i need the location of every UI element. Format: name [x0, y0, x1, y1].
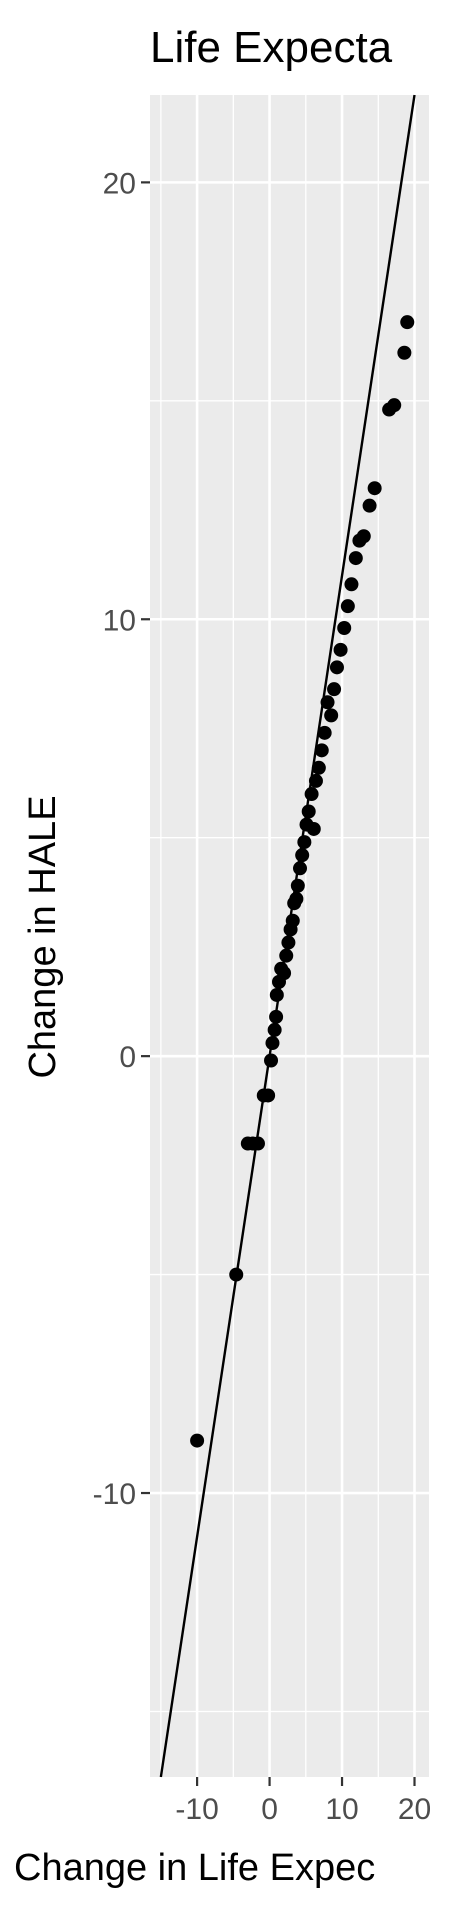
data-point	[306, 821, 321, 836]
y-tick-label: 10	[103, 604, 136, 637]
grid-major	[150, 95, 429, 1777]
x-tick-label: -10	[175, 1793, 218, 1826]
data-point	[301, 804, 316, 819]
x-axis-title: Change in Life Expec	[14, 1847, 375, 1889]
data-point	[400, 315, 415, 330]
y-tick-label: -10	[93, 1478, 136, 1511]
data-point	[265, 1036, 280, 1051]
data-point	[317, 725, 332, 740]
data-point	[340, 599, 355, 614]
data-point	[269, 1009, 284, 1024]
data-point	[356, 529, 371, 544]
y-tick-label: 0	[119, 1041, 136, 1074]
data-point	[320, 695, 335, 710]
data-point	[264, 1053, 279, 1068]
chart-title: Life Expecta	[150, 23, 393, 72]
data-layer	[159, 94, 416, 1778]
data-point	[304, 787, 319, 802]
data-point	[279, 948, 294, 963]
data-point	[290, 878, 305, 893]
data-point	[267, 1022, 282, 1037]
data-point	[285, 913, 300, 928]
data-point	[308, 773, 323, 788]
data-point	[337, 620, 352, 635]
data-point	[277, 966, 292, 981]
data-point	[281, 935, 296, 950]
data-point	[344, 577, 359, 592]
data-point	[297, 835, 312, 850]
data-point	[295, 848, 310, 863]
data-point	[348, 551, 363, 566]
data-point	[327, 682, 342, 697]
x-axis: -10 0 10 20	[175, 1777, 431, 1826]
data-point	[229, 1267, 244, 1282]
y-tick-label: 20	[103, 167, 136, 200]
data-point	[367, 481, 382, 496]
data-point	[289, 891, 304, 906]
y-axis-title: Change in HALE	[22, 795, 64, 1078]
y-axis: -10 0 10 20	[93, 167, 150, 1511]
data-point	[190, 1433, 205, 1448]
data-point	[397, 345, 412, 360]
data-point	[261, 1088, 276, 1103]
data-point	[314, 743, 329, 758]
x-tick-label: 10	[325, 1793, 358, 1826]
data-point	[269, 987, 284, 1002]
data-point	[387, 398, 402, 413]
data-point	[250, 1136, 265, 1151]
data-point	[333, 642, 348, 657]
x-tick-label: 20	[398, 1793, 431, 1826]
data-point	[293, 861, 308, 876]
data-point	[362, 498, 377, 513]
data-point	[311, 760, 326, 775]
x-tick-label: 0	[261, 1793, 278, 1826]
data-point	[329, 660, 344, 675]
data-point	[324, 708, 339, 723]
